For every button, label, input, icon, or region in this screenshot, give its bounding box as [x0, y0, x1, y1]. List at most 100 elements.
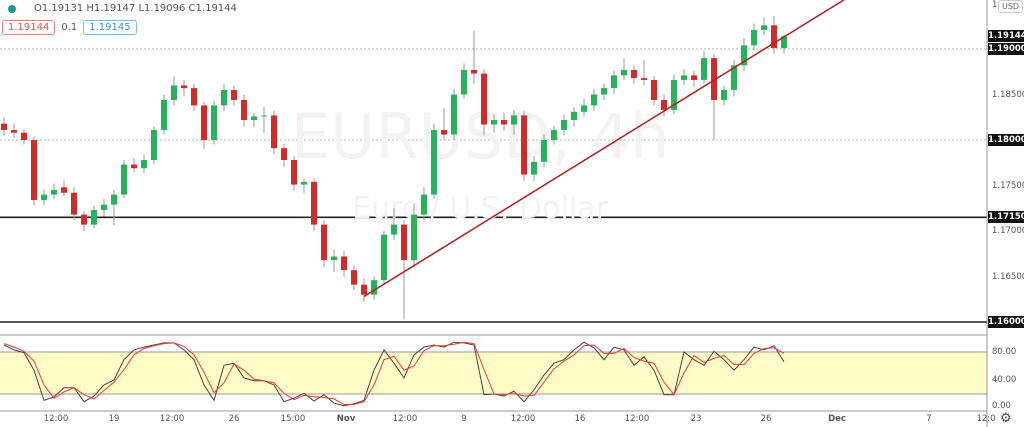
candle-up: [531, 161, 537, 175]
candle-down: [281, 148, 287, 161]
time-tick-label: 16: [574, 414, 586, 424]
stoch-k-line: [3, 341, 785, 407]
candle-down: [131, 164, 137, 169]
candle-up: [491, 119, 497, 125]
candle-up: [751, 29, 757, 46]
candle-up: [251, 116, 257, 120]
candle-up: [331, 256, 337, 261]
candle-down: [401, 224, 407, 261]
candle-down: [651, 79, 657, 100]
price-level-badge: 1.19000: [988, 43, 1024, 55]
candle-up: [381, 234, 387, 281]
time-tick-label: Dec: [828, 414, 846, 424]
currency-button[interactable]: USD: [998, 0, 1024, 13]
candle-down: [31, 140, 37, 201]
candle-up: [611, 75, 617, 89]
candle-down: [481, 73, 487, 125]
candle-up: [111, 194, 117, 205]
candle-down: [1, 123, 7, 130]
candle-up: [101, 204, 107, 211]
oscillator-tick-label: 0.00: [992, 401, 1011, 411]
candle-up: [141, 160, 147, 169]
candle-down: [361, 284, 367, 295]
candle-up: [221, 89, 227, 106]
candle-up: [761, 25, 767, 30]
candle-up: [371, 280, 377, 295]
price-tick-label: 1.18500: [992, 89, 1024, 100]
candle-up: [681, 75, 687, 80]
candle-up: [541, 140, 547, 162]
candle-up: [721, 89, 727, 100]
candle-up: [621, 69, 627, 76]
stoch-d-line: [3, 341, 785, 405]
candle-up: [551, 129, 557, 140]
trade-row: 1.19144 0.1 1.19145: [2, 20, 137, 35]
price-tick-label: 1.16500: [992, 271, 1024, 282]
candle-up: [781, 36, 787, 49]
candle-down: [271, 115, 277, 149]
candle-up: [591, 94, 597, 106]
time-tick-label: 26: [760, 414, 772, 424]
candle-down: [661, 99, 667, 110]
watermark-name: Euro / U.S. Dollar: [352, 191, 608, 226]
candle-down: [21, 132, 27, 140]
candle-down: [321, 224, 327, 261]
candle-down: [711, 58, 717, 100]
time-tick-label: 12:00: [159, 414, 185, 424]
candle-up: [601, 88, 607, 95]
candle-up: [411, 214, 417, 261]
time-tick-label: 9: [461, 414, 467, 424]
time-tick-label: 12:00: [510, 414, 536, 424]
ohlc-legend: O1.19131 H1.19147 L1.19096 C1.19144: [8, 3, 237, 14]
price-axis-top-label: 1: [992, 0, 998, 10]
watermark-symbol: EURUSD, 4h: [291, 100, 669, 173]
candle-up: [161, 99, 167, 130]
candle-up: [211, 105, 217, 140]
time-tick-label: 7: [926, 414, 932, 424]
candle-down: [631, 69, 637, 79]
candle-down: [351, 270, 357, 285]
candle-up: [301, 181, 307, 185]
candle-down: [441, 129, 447, 135]
candle-up: [511, 115, 517, 125]
time-tick-label: Nov: [336, 414, 356, 424]
time-tick-label: 23: [690, 414, 702, 424]
sell-button[interactable]: 1.19144: [2, 20, 56, 35]
candle-up: [561, 119, 567, 130]
candle-up: [701, 58, 707, 80]
buy-button[interactable]: 1.19145: [83, 20, 137, 35]
time-tick-label: 12:0: [976, 414, 996, 424]
time-tick-label: 12:00: [43, 414, 69, 424]
candle-up: [41, 194, 47, 201]
candle-down: [61, 187, 67, 193]
candle-down: [501, 119, 507, 125]
price-level-badge: 1.18000: [988, 134, 1024, 146]
oscillator-band: [0, 352, 987, 394]
time-tick-label: 15:00: [280, 414, 306, 424]
time-tick-label: 19: [108, 414, 120, 424]
price-level-badge: 1.16000: [988, 316, 1024, 328]
time-tick-label: 12:00: [624, 414, 650, 424]
candle-down: [471, 69, 477, 74]
candle-up: [461, 69, 467, 95]
candle-up: [171, 85, 177, 100]
candle-up: [421, 194, 427, 215]
candle-up: [431, 129, 437, 195]
candle-down: [341, 256, 347, 271]
oscillator-tick-label: 80.00: [992, 347, 1017, 357]
candle-up: [261, 115, 267, 117]
candle-up: [151, 129, 157, 161]
candle-down: [691, 75, 697, 80]
candle-up: [451, 94, 457, 135]
price-level-badge: 1.17150: [988, 211, 1024, 224]
trendline: [363, 0, 845, 298]
price-tick-label: 1.17000: [992, 226, 1024, 236]
price-tick-label: 1.17500: [992, 180, 1024, 191]
candle-down: [641, 78, 647, 80]
settings-gear-icon[interactable]: ⚙: [1000, 411, 1012, 426]
time-tick-label: 26: [228, 414, 240, 424]
candle-down: [11, 129, 17, 133]
candle-up: [671, 79, 677, 110]
market-status-icon: [8, 4, 16, 13]
